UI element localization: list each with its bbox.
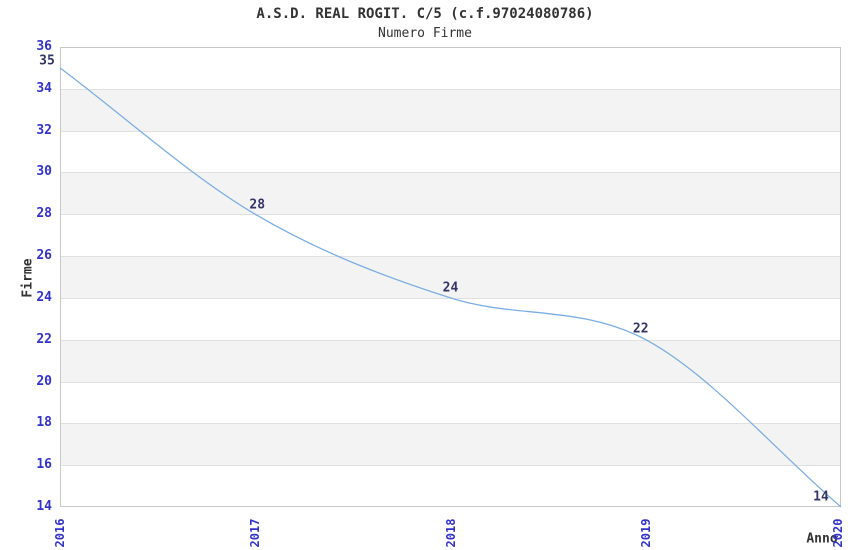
x-tick-label: 2019 — [638, 518, 653, 548]
gridline — [60, 172, 841, 174]
y-tick-label: 16 — [36, 457, 52, 473]
y-tick-label: 24 — [36, 289, 52, 305]
y-tick-label: 30 — [36, 164, 52, 180]
data-point-label: 28 — [249, 197, 266, 213]
gridline — [60, 339, 841, 341]
data-point-label: 24 — [442, 280, 459, 296]
x-tick-label: 2020 — [831, 518, 845, 548]
y-tick-label: 28 — [36, 206, 52, 222]
y-tick-label: 14 — [36, 499, 52, 514]
y-tick-label: 32 — [36, 122, 52, 138]
grid-band — [60, 88, 841, 131]
data-series-line — [59, 67, 842, 508]
y-tick-label: 22 — [36, 331, 52, 347]
data-point-label: 35 — [39, 53, 55, 69]
x-tick-label: 2016 — [53, 518, 67, 548]
grid-band — [60, 423, 841, 466]
x-tick-label: 2017 — [248, 518, 263, 548]
y-tick-label: 26 — [36, 248, 52, 264]
y-tick-label: 20 — [36, 373, 52, 389]
data-point-label: 22 — [632, 321, 649, 337]
grid-band — [60, 256, 841, 298]
x-axis-title: Anno — [806, 531, 838, 547]
chart-title: A.S.D. REAL ROGIT. C/5 (c.f.97024080786) — [256, 6, 594, 22]
gridline — [60, 465, 841, 467]
y-tick-label: 18 — [36, 415, 52, 431]
plot-border — [60, 47, 841, 507]
gridline — [60, 130, 841, 132]
chart-subtitle: Numero Firme — [378, 26, 472, 41]
y-tick-label: 34 — [36, 80, 52, 96]
gridline — [60, 214, 841, 216]
gridline — [60, 256, 841, 258]
gridline — [60, 423, 841, 425]
x-tick-label: 2018 — [443, 518, 458, 548]
grid-band — [60, 172, 841, 215]
grid-band — [60, 339, 841, 382]
gridline — [60, 381, 841, 383]
data-point-label: 14 — [813, 489, 829, 505]
y-tick-label: 36 — [36, 39, 52, 54]
gridline — [60, 88, 841, 90]
